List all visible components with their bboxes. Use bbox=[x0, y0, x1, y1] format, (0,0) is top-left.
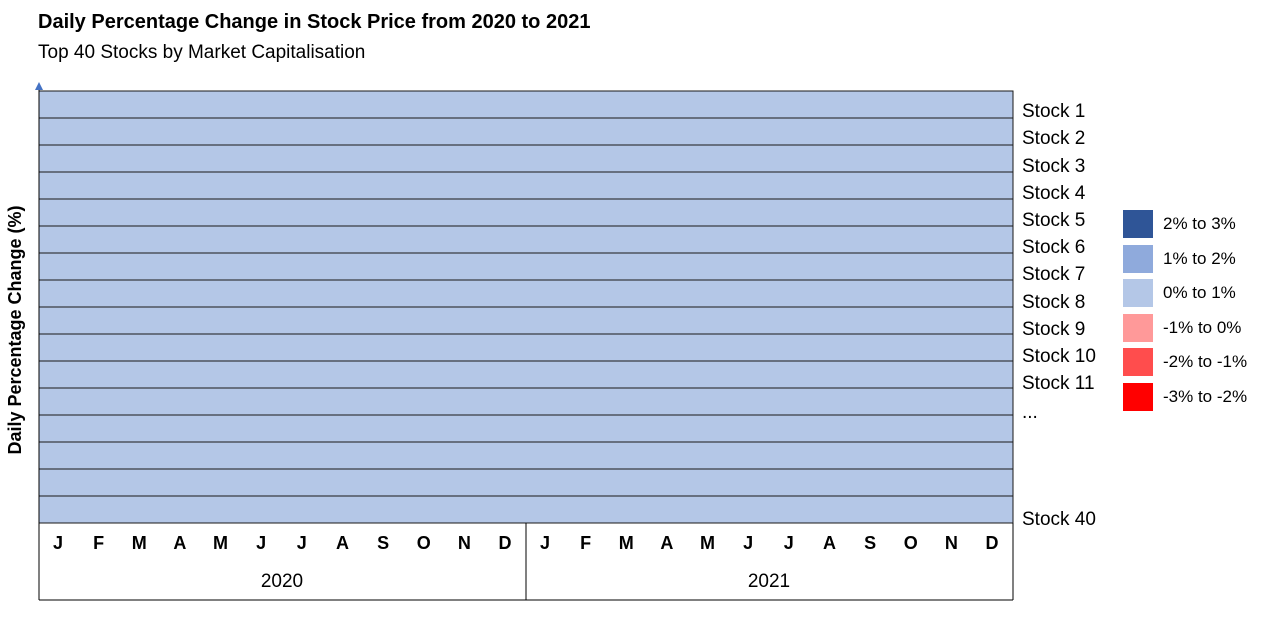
legend-swatch bbox=[1123, 244, 1153, 273]
heatmap-row bbox=[38, 387, 1014, 416]
legend-swatch bbox=[1123, 313, 1153, 342]
month-tick-label: S bbox=[864, 533, 876, 553]
legend-swatch bbox=[1123, 382, 1153, 411]
month-tick-label: J bbox=[784, 533, 794, 553]
chart-subtitle: Top 40 Stocks by Market Capitalisation bbox=[38, 42, 366, 63]
stock-label: Stock 4 bbox=[1022, 183, 1086, 204]
heatmap-row bbox=[38, 306, 1014, 335]
stock-label: Stock 5 bbox=[1022, 210, 1085, 231]
legend-label: -1% to 0% bbox=[1163, 317, 1242, 337]
month-tick-label: A bbox=[660, 533, 673, 553]
month-tick-label: J bbox=[53, 533, 63, 553]
month-tick-label: F bbox=[93, 533, 104, 553]
month-tick-label: D bbox=[986, 533, 999, 553]
stock-label: Stock 11 bbox=[1022, 373, 1095, 394]
stock-label: Stock 10 bbox=[1022, 346, 1096, 367]
stock-label: Stock 7 bbox=[1022, 264, 1085, 285]
month-tick-label: M bbox=[132, 533, 147, 553]
heatmap-row bbox=[38, 360, 1014, 389]
heatmap-row bbox=[38, 333, 1014, 362]
heatmap-row bbox=[38, 144, 1014, 173]
legend-label: 0% to 1% bbox=[1163, 283, 1236, 302]
legend-item: 2% to 3% bbox=[1123, 210, 1263, 240]
legend-label: 2% to 3% bbox=[1163, 214, 1236, 233]
month-tick-label: M bbox=[213, 533, 228, 553]
heatmap-row bbox=[38, 198, 1014, 227]
stock-label: ... bbox=[1022, 402, 1038, 423]
chart-title: Daily Percentage Change in Stock Price f… bbox=[38, 11, 591, 33]
heatmap-row bbox=[38, 279, 1014, 308]
month-tick-label: J bbox=[540, 533, 550, 553]
heatmap-row bbox=[38, 468, 1014, 497]
stock-labels: Stock 1 Stock 2 Stock 3 Stock 4 Stock 5 Stock… bbox=[1022, 101, 1096, 530]
month-tick-label: M bbox=[619, 533, 634, 553]
month-tick-label: J bbox=[297, 533, 307, 553]
heatmap-row bbox=[38, 171, 1014, 200]
month-tick-label: M bbox=[700, 533, 715, 553]
legend-label: 1% to 2% bbox=[1163, 248, 1236, 268]
month-tick-label: F bbox=[580, 533, 591, 553]
legend-label: -2% to -1% bbox=[1163, 352, 1248, 371]
stock-label: Stock 8 bbox=[1022, 292, 1085, 313]
stock-label: Stock 1 bbox=[1022, 101, 1085, 122]
month-tick-label: S bbox=[377, 533, 389, 553]
legend-item: 1% to 2% bbox=[1123, 244, 1263, 275]
month-tick-label: O bbox=[904, 533, 918, 553]
heatmap-row bbox=[38, 225, 1014, 254]
legend-label: -3% to -2% bbox=[1163, 386, 1248, 406]
stock-label: Stock 2 bbox=[1022, 128, 1085, 149]
legend-swatch bbox=[1123, 210, 1153, 238]
stock-label: Stock 9 bbox=[1022, 319, 1085, 340]
month-tick-label: O bbox=[417, 533, 431, 553]
legend-swatch bbox=[1123, 279, 1153, 307]
month-tick-label: J bbox=[743, 533, 753, 553]
month-tick-label: A bbox=[823, 533, 836, 553]
month-tick-label: D bbox=[499, 533, 512, 553]
heatmap-row bbox=[38, 495, 1014, 524]
heatmap-row bbox=[38, 90, 1014, 119]
month-tick-label: J bbox=[256, 533, 266, 553]
stock-label: Stock 6 bbox=[1022, 237, 1085, 258]
legend-swatch bbox=[1123, 348, 1153, 376]
heatmap-row bbox=[38, 414, 1014, 443]
year-label: 2020 bbox=[261, 571, 303, 592]
legend-item: -3% to -2% bbox=[1123, 382, 1263, 413]
y-axis-arrow-icon bbox=[35, 82, 43, 90]
legend-item: -2% to -1% bbox=[1123, 348, 1263, 378]
heatmap-rows bbox=[38, 90, 1014, 524]
stock-label: Stock 3 bbox=[1022, 156, 1085, 177]
heatmap-row bbox=[38, 117, 1014, 146]
month-tick-label: A bbox=[173, 533, 186, 553]
year-axis: 2020 2021 bbox=[38, 523, 1014, 601]
stock-label: Stock 40 bbox=[1022, 509, 1096, 530]
legend-item: 0% to 1% bbox=[1123, 279, 1263, 309]
heatmap-row bbox=[38, 441, 1014, 470]
month-tick-label: N bbox=[458, 533, 471, 553]
month-tick-label: N bbox=[945, 533, 958, 553]
heatmap-row bbox=[38, 252, 1014, 281]
month-tick-label: A bbox=[336, 533, 349, 553]
year-label: 2021 bbox=[748, 571, 790, 592]
y-axis-label: Daily Percentage Change (%) bbox=[5, 205, 25, 454]
legend-item: -1% to 0% bbox=[1123, 313, 1263, 344]
